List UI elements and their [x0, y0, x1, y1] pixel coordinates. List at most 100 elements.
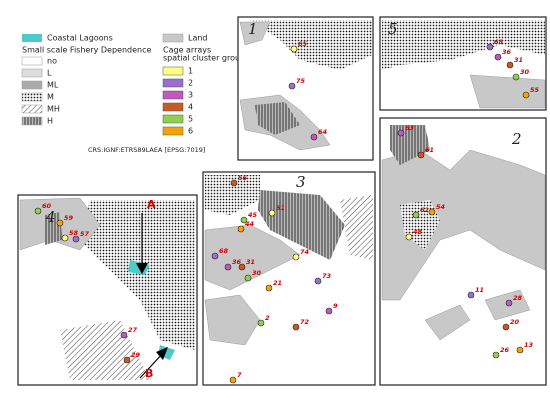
site-label: 61 [425, 146, 434, 154]
land [469, 74, 546, 109]
site-label: 55 [530, 86, 540, 94]
cage-site [56, 219, 64, 227]
cage-site [397, 129, 405, 137]
land [381, 149, 546, 301]
arrow-head [156, 347, 168, 360]
site-label: 51 [276, 204, 285, 212]
arrow [139, 352, 164, 379]
site-label: 26 [500, 346, 510, 354]
site-label: 62 [420, 206, 430, 214]
swatch [162, 114, 184, 124]
site-label: 75 [296, 77, 306, 85]
site-label: 74 [300, 248, 310, 256]
cage-site [268, 209, 276, 217]
site-label: 59 [64, 214, 74, 222]
swatch [162, 102, 184, 112]
cage-site [237, 225, 245, 233]
site-label: 36 [502, 48, 512, 56]
legend-label: L [47, 69, 52, 78]
site-label: 60 [42, 202, 52, 210]
legend-label: 5 [188, 115, 193, 124]
site-label: 9 [333, 302, 338, 310]
region-mh [340, 195, 373, 260]
site-label: 68 [219, 247, 229, 255]
site-label: 28 [513, 294, 523, 302]
site-label: 27 [128, 326, 138, 334]
cage-site [310, 133, 318, 141]
cage-site [292, 253, 300, 261]
region-m [250, 20, 372, 70]
site-label: 56 [238, 174, 248, 182]
cage-site [72, 235, 80, 243]
swatch [21, 56, 43, 66]
site-label: 64 [318, 128, 328, 136]
region-h [45, 212, 62, 245]
swatch [21, 104, 43, 114]
panel-number: 5 [388, 20, 398, 38]
site-label: 30 [252, 269, 262, 277]
site-label: 36 [232, 258, 242, 266]
cage-site [417, 151, 425, 159]
cage-site [512, 73, 520, 81]
cage-site [265, 284, 273, 292]
site-label: 31 [246, 258, 255, 266]
site-label: 21 [273, 279, 282, 287]
legend-label: Land [188, 34, 208, 43]
site-label: 72 [300, 318, 310, 326]
site-label: 20 [510, 318, 520, 326]
cage-site [240, 216, 248, 224]
cage-site [244, 274, 252, 282]
swatch [21, 116, 43, 126]
legend-label: 4 [188, 103, 193, 112]
site-label: 58 [69, 229, 79, 237]
site-label: 68 [494, 38, 504, 46]
legend-label: no [47, 57, 57, 66]
site-label: 31 [514, 56, 523, 64]
legend-label: 1 [188, 67, 193, 76]
site-label: 11 [475, 286, 484, 294]
region-h [255, 102, 300, 135]
swatch [162, 78, 184, 88]
region-m [205, 175, 260, 215]
arrow-head [136, 263, 148, 274]
cage-site [61, 234, 69, 242]
land [424, 304, 471, 341]
site-label: 29 [131, 351, 141, 359]
site-label: 30 [520, 68, 530, 76]
cage-site [257, 319, 265, 327]
swatch [162, 126, 184, 136]
site-label: 63 [405, 124, 415, 132]
cage-site [467, 291, 475, 299]
cage-site [325, 307, 333, 315]
land [204, 294, 261, 346]
cage-site [229, 376, 237, 384]
cage-site [211, 252, 219, 260]
region-m [80, 200, 195, 350]
swatch [162, 90, 184, 100]
swatch [21, 92, 43, 102]
cage-site [290, 45, 298, 53]
site-label: 2 [265, 314, 270, 322]
cage-site [502, 323, 510, 331]
legend-title: spatial cluster groups [163, 54, 249, 63]
cage-site [230, 179, 238, 187]
legend-label: 2 [188, 79, 193, 88]
cage-site [428, 208, 436, 216]
cage-site [34, 207, 42, 215]
site-label: 44 [245, 220, 255, 228]
site-label: 54 [436, 203, 446, 211]
site-label: 48 [413, 228, 423, 236]
arrow-label: B [145, 367, 153, 380]
cage-site [412, 211, 420, 219]
land [204, 224, 301, 291]
legend-label: 6 [188, 127, 193, 136]
legend-label: M [47, 93, 54, 102]
cage-site [288, 82, 296, 90]
site-label: 45 [248, 211, 258, 219]
cage-site [292, 323, 300, 331]
cage-site [405, 233, 413, 241]
legend-label: 3 [188, 91, 193, 100]
arrow-label: A [147, 198, 156, 211]
